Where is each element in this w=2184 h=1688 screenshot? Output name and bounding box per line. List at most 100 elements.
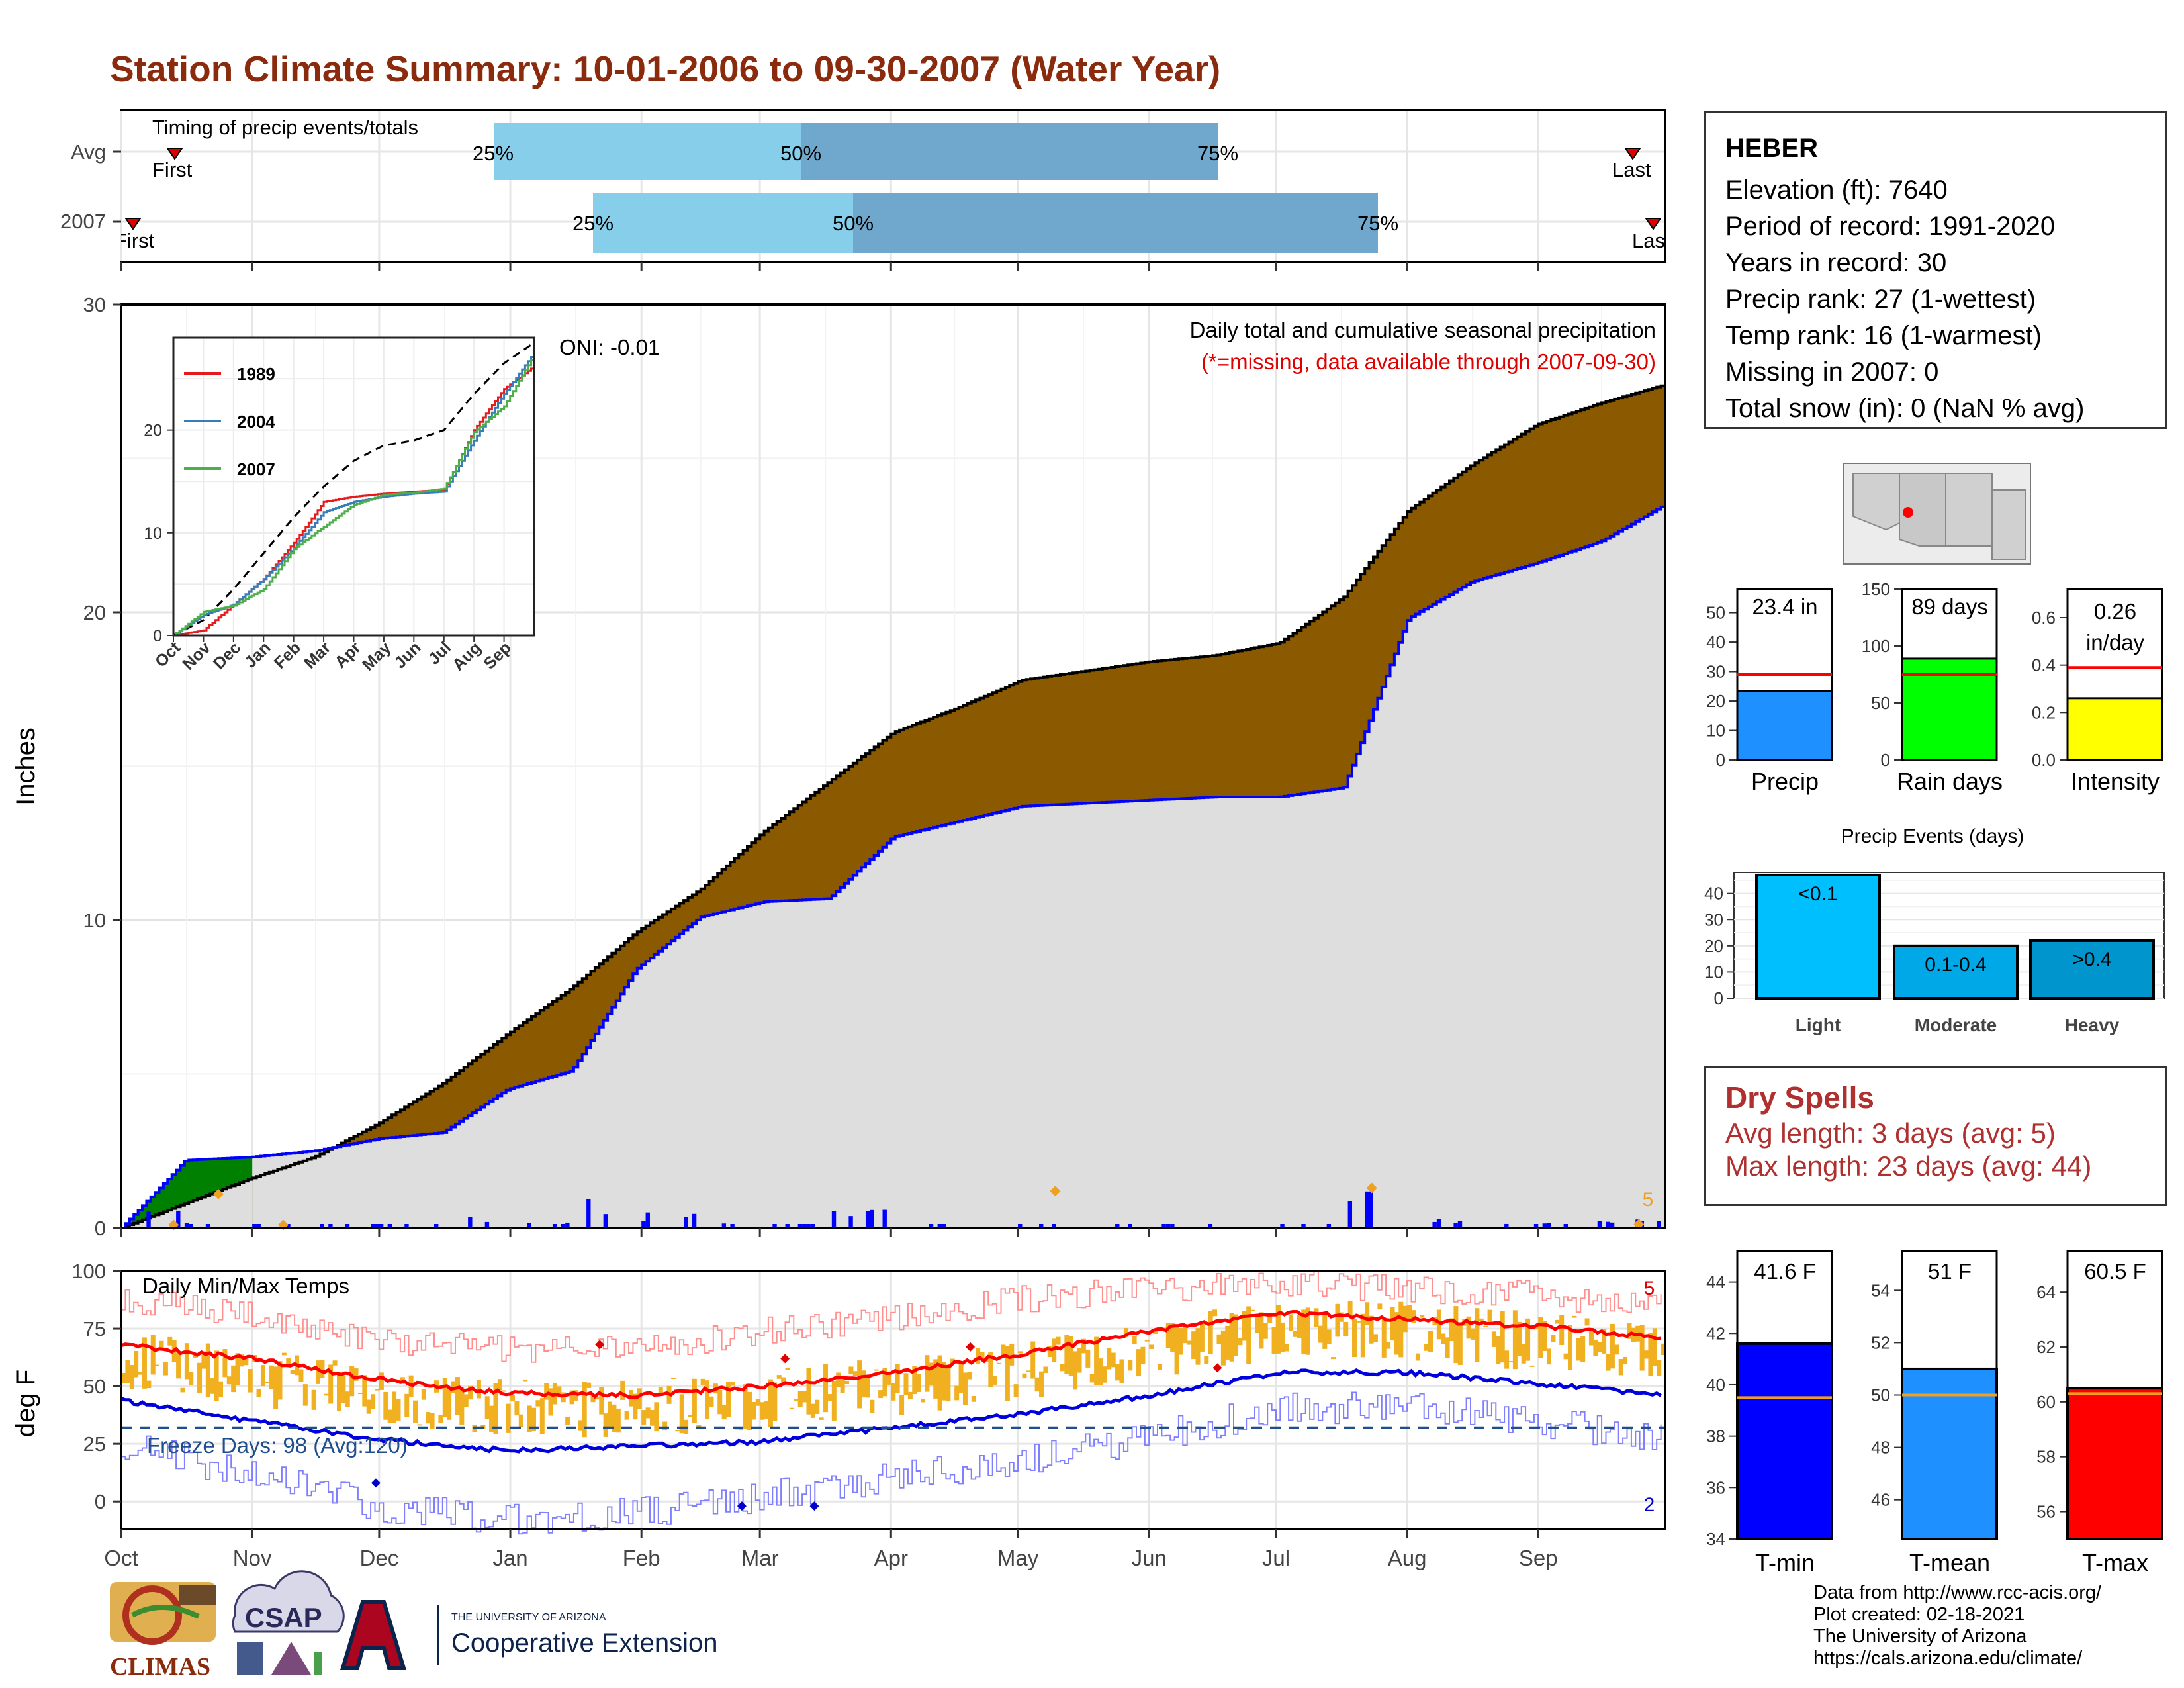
temp-summary-bar-t-min: 34 36 38 40 42 44 41.6 F T-min <box>1706 1250 1833 1576</box>
temp-summary-bar-t-mean: 46 48 50 52 54 51 F T-mean <box>1871 1250 1998 1576</box>
daily-temp-bar <box>831 1380 837 1421</box>
2007-last-marker <box>1645 218 1662 230</box>
daily-temp-bar <box>523 1380 528 1382</box>
precip-y-tick-label: 10 <box>83 909 106 932</box>
record-daily-precip-marker <box>212 1188 224 1199</box>
summary-bar-tick: 0 <box>1716 750 1725 770</box>
daily-precip-bar <box>1208 1224 1213 1228</box>
daily-temp-bar <box>1043 1366 1048 1374</box>
daily-temp-bar <box>1107 1348 1112 1370</box>
daily-precip-bar <box>603 1214 608 1228</box>
daily-precip-bar <box>1165 1224 1171 1228</box>
daily-temp-bar <box>1022 1373 1027 1379</box>
daily-temp-bar <box>992 1376 997 1385</box>
max-daily-precip-marker: 5 <box>1643 1189 1654 1211</box>
daily-temp-bar <box>641 1410 647 1425</box>
daily-temp-bar <box>1322 1313 1328 1349</box>
daily-precip-bar <box>645 1212 650 1228</box>
daily-temp-bar <box>1208 1311 1213 1354</box>
temp-summary-tick: 52 <box>1871 1333 1890 1352</box>
daily-temp-bar <box>539 1398 545 1434</box>
daily-temp-bar <box>755 1399 760 1406</box>
daily-precip-bar <box>404 1224 409 1228</box>
daily-temp-bar <box>979 1352 985 1360</box>
daily-temp-bar <box>705 1380 710 1419</box>
daily-precip-bar <box>1504 1223 1509 1228</box>
temp-y-tick-label: 50 <box>83 1375 106 1398</box>
summary-bar-tick: 0.0 <box>2032 750 2056 770</box>
daily-temp-bar <box>688 1415 693 1417</box>
daily-temp-bar <box>751 1401 756 1420</box>
summary-bar-precip: 0 10 20 30 40 50 23.4 in Precip <box>1706 588 1833 795</box>
daily-temp-bar <box>1026 1370 1031 1372</box>
daily-precip-bar <box>1563 1224 1568 1228</box>
daily-temp-bar <box>1398 1301 1404 1358</box>
daily-temp-bar <box>514 1401 520 1416</box>
daily-precip-bar <box>184 1223 189 1228</box>
daily-temp-bar <box>476 1380 481 1399</box>
daily-temp-bar <box>277 1361 283 1400</box>
daily-temp-bar <box>1394 1312 1399 1355</box>
daily-temp-bar <box>1335 1303 1340 1337</box>
daily-temp-bar <box>1496 1336 1501 1364</box>
daily-temp-bar <box>1602 1329 1607 1354</box>
daily-temp-bar <box>1254 1315 1259 1334</box>
daily-temp-bar <box>1157 1364 1162 1370</box>
daily-temp-bar <box>392 1391 397 1423</box>
location-map <box>1843 463 2031 565</box>
daily-temp-bar <box>962 1372 968 1405</box>
daily-temp-bar <box>417 1424 422 1426</box>
temp-summary-tick: 64 <box>2036 1282 2056 1302</box>
daily-temp-bar <box>1614 1344 1619 1355</box>
temp-summary-tick: 58 <box>2036 1447 2056 1467</box>
daily-temp-bar <box>624 1411 629 1420</box>
daily-temp-bar <box>1195 1328 1201 1365</box>
daily-precip-bar <box>1115 1224 1120 1228</box>
daily-temp-bar <box>1373 1334 1378 1342</box>
2007-q50-label: 50% <box>833 212 874 235</box>
daily-precip-bar <box>942 1224 946 1228</box>
daily-temp-bar <box>497 1379 502 1391</box>
daily-temp-bar <box>1491 1331 1496 1347</box>
oni-label: ONI: -0.01 <box>559 335 660 359</box>
2007-q75-label: 75% <box>1357 212 1398 235</box>
avg-cumulative-line <box>121 384 1666 1229</box>
daily-precip-bar <box>721 1223 727 1228</box>
precip-events-chart: Precip Events (days) 0 10 20 30 40 <0.1 Light 0… <box>1704 825 2165 1035</box>
temp-summary-value-label: 60.5 F <box>2084 1259 2146 1284</box>
daily-temp-bar <box>1297 1315 1302 1338</box>
daily-precip-bar <box>848 1216 853 1228</box>
svg-text:THE UNIVERSITY OF ARIZONA: THE UNIVERSITY OF ARIZONA <box>451 1612 606 1623</box>
daily-temp-bar <box>1153 1331 1158 1334</box>
daily-temp-bar <box>1428 1331 1433 1352</box>
daily-temp-bar <box>1331 1357 1336 1360</box>
daily-temp-bar <box>612 1404 617 1432</box>
temp-summary-tick: 40 <box>1706 1375 1725 1395</box>
record-daily-precip-marker <box>1050 1186 1061 1197</box>
summary-bar-tick: 10 <box>1706 721 1725 741</box>
events-bar-moderate <box>1893 944 2019 1000</box>
record-low-marker <box>737 1501 747 1511</box>
daily-temp-bar <box>484 1396 490 1419</box>
daily-temp-bar <box>1576 1338 1581 1361</box>
daily-temp-bar <box>1644 1350 1649 1359</box>
summary-bar-value <box>2066 697 2163 761</box>
daily-temp-bar <box>903 1373 909 1395</box>
daily-precip-bar <box>286 1224 291 1228</box>
events-bar-heavy <box>2029 939 2155 1000</box>
daily-temp-bar <box>336 1372 341 1411</box>
temp-summary-label: T-max <box>2082 1549 2148 1576</box>
daily-precip-bar <box>552 1224 557 1228</box>
daily-temp-bar <box>155 1364 160 1366</box>
daily-temp-bar <box>1225 1325 1230 1360</box>
2007-q25-label: 25% <box>572 212 614 235</box>
daily-temp-bar <box>1365 1302 1370 1325</box>
temp-summary-value-label: 41.6 F <box>1754 1259 1816 1284</box>
daily-temp-bar <box>1420 1315 1425 1318</box>
daily-temp-bar <box>794 1399 799 1401</box>
page-title: Station Climate Summary: 10-01-2006 to 0… <box>110 48 1221 89</box>
avg-first-marker <box>166 148 183 160</box>
daily-temp-bar <box>1220 1330 1226 1366</box>
daily-temp-bar <box>1246 1306 1251 1364</box>
